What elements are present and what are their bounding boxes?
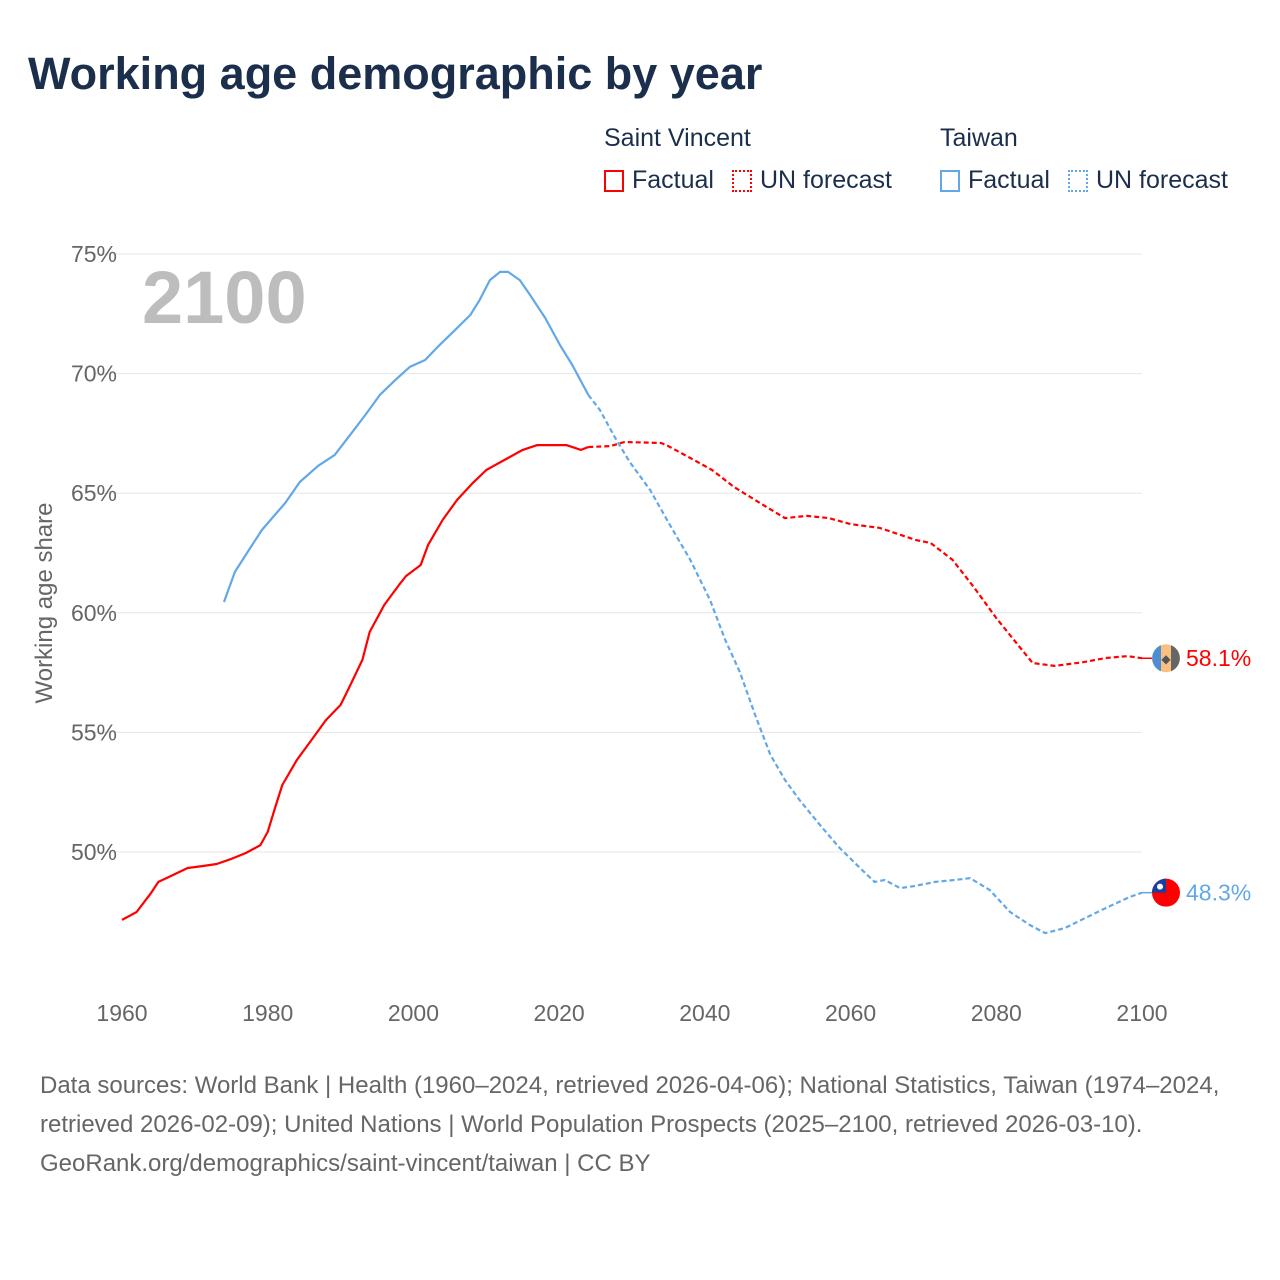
series-taiwan-factual-line xyxy=(222,270,590,603)
series-taiwan-forecast-line xyxy=(587,394,1143,935)
x-tick-label: 2060 xyxy=(825,1000,876,1026)
x-tick-label: 2020 xyxy=(534,1000,585,1026)
legend-swatch-dotted xyxy=(731,169,752,192)
x-tick-label: 1980 xyxy=(242,1000,293,1026)
y-tick-label: 50% xyxy=(71,839,117,865)
x-tick-label: 1960 xyxy=(96,1000,147,1026)
y-tick-label: 60% xyxy=(71,600,117,626)
chart-title: Working age demographic by year xyxy=(28,48,763,99)
y-tick-label: 70% xyxy=(71,361,117,387)
series-saint-vincent-factual-line xyxy=(121,444,589,921)
legend-label: Factual xyxy=(968,166,1050,194)
legend-label: Factual xyxy=(632,166,714,194)
legend-swatch-dotted xyxy=(1067,169,1088,192)
series-saint-vincent-forecast-line xyxy=(588,440,1143,668)
end-value-label: 48.3% xyxy=(1186,880,1251,906)
x-tick-label: 2040 xyxy=(679,1000,730,1026)
flag-grey-band xyxy=(1171,645,1180,672)
flag-blue-band xyxy=(1152,645,1161,672)
legend-saint-vincent: Saint Vincent Factual UN forecast xyxy=(604,124,910,195)
year-watermark: 2100 xyxy=(142,256,307,339)
x-tick-label: 2000 xyxy=(388,1000,439,1026)
legend-label: UN forecast xyxy=(1095,166,1228,194)
y-tick-label: 75% xyxy=(71,241,117,267)
y-tick-label: 55% xyxy=(71,719,117,745)
flag-diamonds: ◆ xyxy=(1161,652,1171,666)
legend-group-name: Saint Vincent xyxy=(604,124,751,152)
legend-swatch-solid xyxy=(940,169,960,192)
x-tick-label: 2100 xyxy=(1116,1000,1167,1026)
legend-item-factual[interactable]: Factual xyxy=(604,166,714,195)
footer: Data sources: World Bank | Health (1960–… xyxy=(40,1066,1250,1183)
saint-vincent-flag-icon: ◆ xyxy=(1152,644,1180,673)
legend-swatch-solid xyxy=(604,169,624,192)
data-sources: Data sources: World Bank | Health (1960–… xyxy=(40,1072,1220,1138)
legend-item-factual[interactable]: Factual xyxy=(940,166,1050,195)
flag-sun xyxy=(1157,883,1163,890)
credit-link[interactable]: GeoRank.org/demographics/saint-vincent/t… xyxy=(40,1150,651,1177)
end-value-label: 58.1% xyxy=(1186,645,1251,671)
legend-taiwan: Taiwan Factual UN forecast xyxy=(940,124,1246,195)
y-axis-label: Working age share xyxy=(31,503,58,704)
legend-item-forecast[interactable]: UN forecast xyxy=(1067,166,1228,195)
legend-group-name: Taiwan xyxy=(940,124,1018,152)
x-tick-label: 2080 xyxy=(971,1000,1022,1026)
legend-label: UN forecast xyxy=(759,166,892,194)
taiwan-flag-icon xyxy=(1152,878,1180,907)
y-tick-label: 65% xyxy=(71,480,117,506)
legend-item-forecast[interactable]: UN forecast xyxy=(731,166,892,195)
